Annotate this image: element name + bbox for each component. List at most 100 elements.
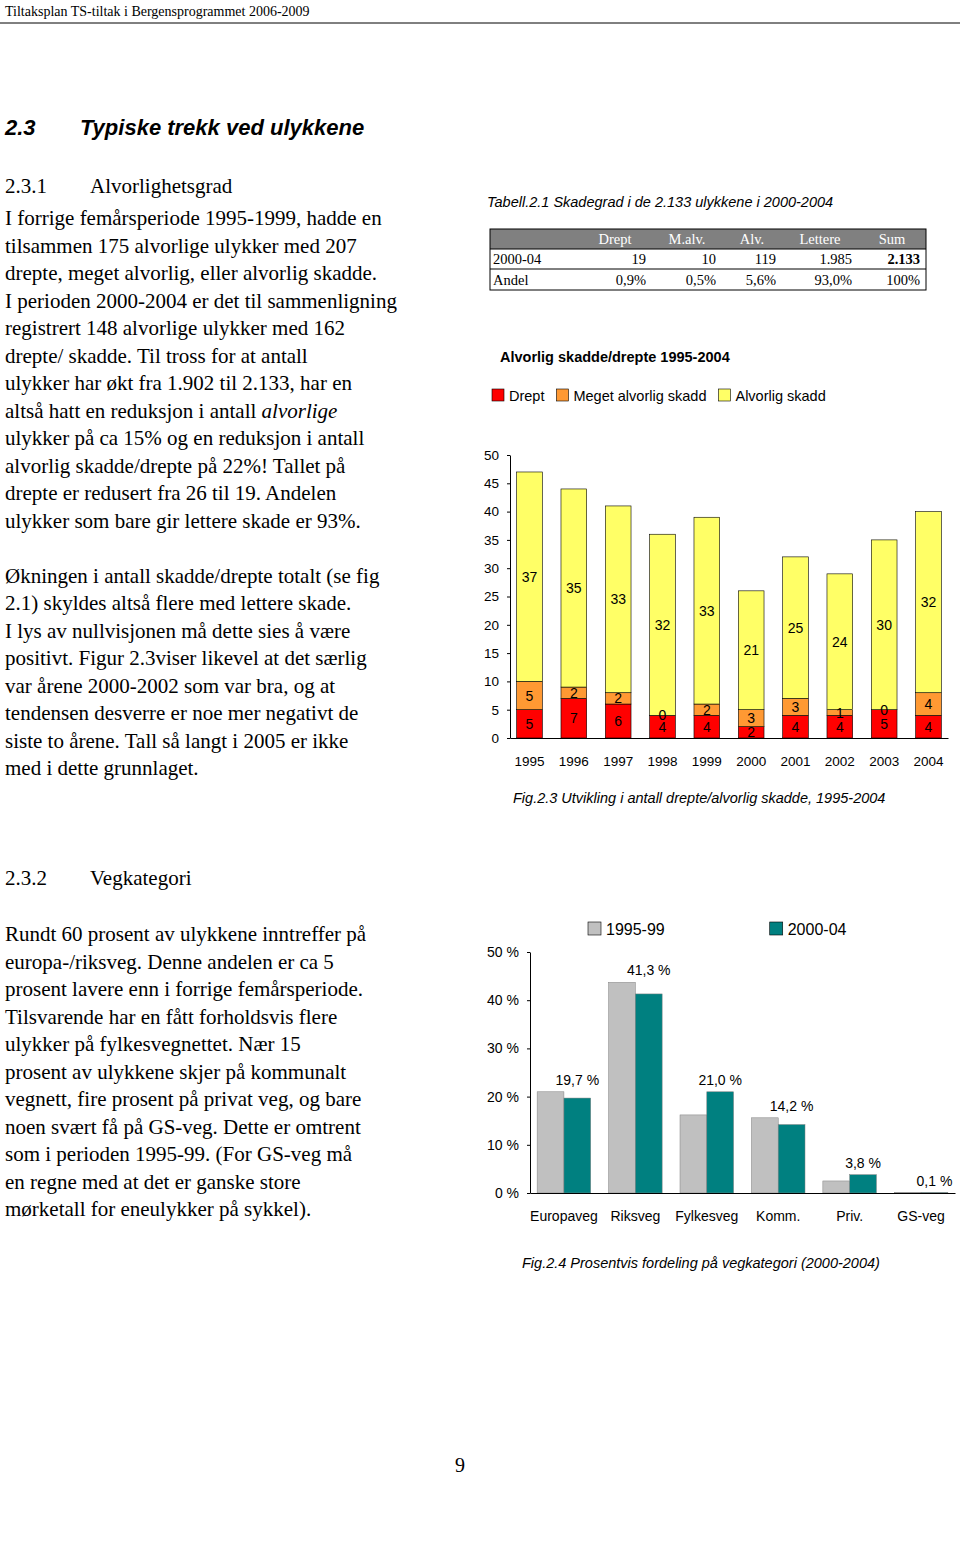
bar-segment [517, 472, 543, 681]
y-tick-mark [527, 1097, 530, 1098]
x-tick: Europaveg [530, 1208, 598, 1224]
x-tick-label: 1995 [514, 754, 544, 769]
bar-segment [783, 698, 809, 715]
y-tick-mark [527, 1193, 530, 1194]
y-tick: 40 [484, 504, 510, 519]
bar [850, 1175, 877, 1193]
data-label: 6 [614, 713, 622, 729]
data-label: 21 [743, 642, 759, 658]
data-label: 5 [526, 716, 534, 732]
chart-title: Alvorlig skadde/drepte 1995-2004 [500, 349, 730, 365]
table-caption: Tabell.2.1 Skadegrad i de 2.133 ulykkene… [487, 194, 833, 210]
data-label: 25 [788, 620, 804, 636]
bar [707, 1092, 734, 1193]
bar-segment [561, 698, 587, 738]
data-label: 3 [747, 710, 755, 726]
y-tick: 50 [484, 448, 510, 463]
x-tick: 2001 [780, 754, 810, 769]
y-tick: 10 % [487, 1137, 530, 1153]
data-label: 5 [526, 688, 534, 704]
y-tick: 25 [484, 589, 510, 604]
data-label: 7 [570, 710, 578, 726]
y-tick-label: 5 [491, 703, 499, 718]
bar-segment [517, 710, 543, 738]
bar [921, 1192, 948, 1193]
bar [564, 1098, 591, 1193]
data-label: 5 [880, 716, 888, 732]
x-tick: 1996 [559, 754, 589, 769]
chart: 5537723562334032423323214325412450304432… [484, 349, 949, 806]
bar-segment [916, 693, 942, 716]
x-tick-label: 1997 [603, 754, 633, 769]
x-tick-label: 2000 [736, 754, 766, 769]
text-line: drepte er redusert fra 26 til 19. Andele… [5, 481, 337, 505]
table-border [490, 229, 926, 290]
bar [680, 1115, 707, 1193]
bar-segment [916, 715, 942, 738]
subsection-heading: 2.3.2Vegkategori [5, 866, 192, 890]
data-label: 1 [836, 705, 844, 721]
table-cell: 2000-04 [493, 251, 542, 267]
data-label: 24 [832, 634, 848, 650]
text-line: Økningen i antall skadde/drepte totalt (… [5, 564, 380, 588]
y-axis-line [530, 953, 531, 1194]
table-row-rule [490, 249, 926, 250]
bar-segment [783, 715, 809, 738]
text-line: ulykker på ca 15% og en reduksjon i anta… [5, 426, 364, 450]
y-tick: 50 % [487, 944, 530, 960]
x-tick: Fylkesveg [675, 1208, 738, 1224]
data-label: 0 [880, 702, 888, 718]
header-title: Tiltaksplan TS-tiltak i Bergensprogramme… [5, 4, 310, 19]
legend: 1995-992000-04 [588, 921, 847, 938]
text-line: med i dette grunnlaget. [5, 756, 199, 780]
table-cell: 1.985 [819, 251, 852, 267]
y-tick-mark [507, 681, 510, 682]
bar-segment [517, 681, 543, 709]
data-label: 19,7 % [556, 1072, 600, 1088]
y-tick-mark [507, 483, 510, 484]
legend-swatch [588, 922, 601, 935]
text-line: en regne med at det er ganske store [5, 1170, 301, 1194]
y-tick-mark [507, 512, 510, 513]
data-label: 30 [876, 617, 892, 633]
table-header-cell: Alv. [740, 231, 764, 247]
data-label: 3,8 % [845, 1155, 881, 1171]
table-cell: 100% [886, 272, 920, 288]
x-tick: 2002 [825, 754, 855, 769]
x-tick-label: 2001 [780, 754, 810, 769]
x-axis-line [531, 1193, 956, 1194]
y-tick: 10 [484, 674, 510, 689]
x-tick-label: 1998 [647, 754, 677, 769]
data-label: 4 [703, 719, 711, 735]
y-tick-label: 0 % [495, 1185, 519, 1201]
x-tick-label: 1996 [559, 754, 589, 769]
bar [609, 982, 636, 1193]
table-cell: 119 [755, 251, 776, 267]
x-axis: EuropavegRiksvegFylkesvegKomm.Priv.GS-ve… [530, 1194, 955, 1224]
page: Tiltaksplan TS-tiltak i Bergensprogramme… [0, 0, 960, 1542]
section-title: Typiske trekk ved ulykkene [80, 115, 364, 140]
y-tick: 45 [484, 476, 510, 491]
bar-segment [827, 574, 853, 710]
x-tick: GS-veg [897, 1208, 944, 1224]
bar [537, 1092, 564, 1193]
y-axis-line [510, 456, 511, 739]
bar [751, 1118, 778, 1193]
y-tick-label: 45 [484, 476, 499, 491]
y-tick-label: 50 % [487, 944, 519, 960]
x-axis-line [511, 738, 949, 739]
text-line: noen svært få på GS-veg. Dette er omtren… [5, 1115, 361, 1139]
y-tick: 20 [484, 618, 510, 633]
y-tick-label: 30 [484, 561, 499, 576]
text-line: ulykker på fylkesvegnettet. Nær 15 [5, 1032, 301, 1056]
y-axis: 0 %10 %20 %30 %40 %50 % [487, 944, 530, 1201]
text-segment: altså hatt en reduksjon i antall [5, 399, 262, 423]
table-cell: 0,5% [686, 272, 716, 288]
bar-segment [694, 517, 720, 704]
data-label: 4 [925, 696, 933, 712]
data-label: 0,1 % [917, 1173, 953, 1189]
y-axis: 05101520253035404550 [484, 448, 511, 746]
text-line: I perioden 2000-2004 er det til sammenli… [5, 289, 397, 313]
y-tick-mark [507, 455, 510, 456]
table-cell: 5,6% [746, 272, 776, 288]
